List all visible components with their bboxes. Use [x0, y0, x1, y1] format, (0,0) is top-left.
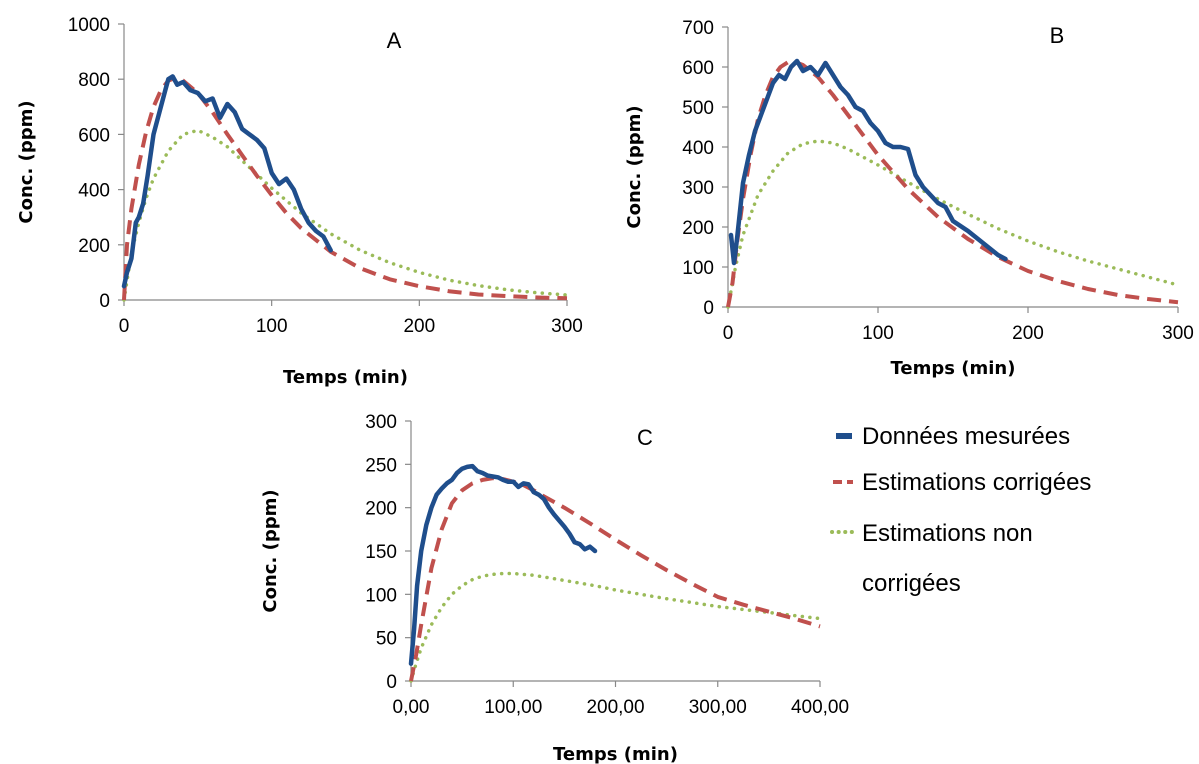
legend-label-uncorrected-line2: corrigées [862, 570, 961, 597]
panel-c-label: C [637, 425, 653, 450]
panel-a-y-tick-label: 200 [78, 236, 110, 257]
panel-c-y-tick-label: 300 [365, 412, 397, 433]
panel-b-series-uncorrected [726, 139, 1180, 309]
panel-a-series-measured [121, 74, 333, 289]
panel-c-y-tick-label: 50 [376, 629, 397, 650]
panel-c-y-tick-label: 150 [365, 542, 397, 563]
panel-b-x-tick-label: 100 [862, 323, 894, 344]
panel-a-x-axis-title: Temps (min) [283, 367, 408, 388]
panel-a-x-tick-label: 200 [403, 316, 435, 337]
panel-a-y-tick-label: 400 [78, 181, 110, 202]
panel-a-series-corrected [122, 75, 568, 301]
panel-a: 0 200 400 600 800 1000 0 100 200 300 Conc. (ppm) Te… [16, 15, 583, 388]
panel-a-x-tick-label: 300 [551, 316, 583, 337]
panel-c-y-tick-label: 0 [386, 672, 397, 693]
panel-c-x-tick-label: 0,00 [393, 697, 430, 718]
panel-a-x-tick-label: 0 [119, 316, 130, 337]
panel-c-x-tick-label: 300,00 [689, 697, 747, 718]
panel-a-series-uncorrected [122, 128, 569, 302]
panel-a-y-tick-label: 1000 [68, 15, 110, 36]
panel-a-y-tick-label: 0 [99, 291, 110, 312]
panel-c-x-tick-label: 400,00 [791, 697, 849, 718]
panel-b-series-corrected [726, 60, 1179, 308]
panel-b-y-tick-label: 100 [682, 258, 714, 279]
panel-b-y-tick-label: 400 [682, 138, 714, 159]
panel-b-y-tick-label: 700 [682, 18, 714, 39]
panel-b-label: B [1050, 23, 1065, 48]
panel-b-x-tick-label: 200 [1012, 323, 1044, 344]
panel-c-y-tick-label: 250 [365, 455, 397, 476]
panel-c-x-tick-label: 100,00 [484, 697, 542, 718]
panel-b-series-measured [728, 58, 1008, 266]
panel-b-y-tick-label: 200 [682, 218, 714, 239]
legend: Données mesurées Estimations corrigées E… [830, 423, 1091, 597]
panel-c-y-tick-label: 200 [365, 499, 397, 520]
panel-b-x-axis-title: Temps (min) [891, 358, 1016, 379]
panel-a-label: A [387, 28, 402, 53]
panel-c-x-tick-label: 200,00 [586, 697, 644, 718]
panel-b-y-axis-title: Conc. (ppm) [624, 105, 645, 228]
panel-c-y-axis-title: Conc. (ppm) [260, 489, 281, 612]
panel-b-y-tick-label: 600 [682, 58, 714, 79]
panel-c-series-measured [408, 463, 598, 666]
panel-b-y-tick-label: 0 [703, 298, 714, 319]
panel-b-y-tick-label: 300 [682, 178, 714, 199]
panel-c-x-axis-title: Temps (min) [553, 744, 678, 764]
panel-a-y-tick-label: 800 [78, 70, 110, 91]
panel-c-series-uncorrected [409, 571, 822, 683]
panel-b: 0 100 200 300 400 500 600 700 0 100 200 300 Conc. (p… [624, 18, 1194, 379]
panel-b-x-tick-label: 0 [723, 323, 734, 344]
panel-a-y-tick-label: 600 [78, 125, 110, 146]
panel-a-x-tick-label: 100 [256, 316, 288, 337]
legend-label-corrected: Estimations corrigées [862, 469, 1091, 496]
panel-a-y-axis-title: Conc. (ppm) [16, 100, 37, 223]
panel-c-y-tick-label: 100 [365, 585, 397, 606]
panel-b-x-tick-label: 300 [1162, 323, 1194, 344]
legend-label-measured: Données mesurées [862, 423, 1070, 450]
panel-c: 0 50 100 150 200 250 300 0,00 100,00 200,00 300,00… [260, 412, 849, 764]
panel-b-y-tick-label: 500 [682, 98, 714, 119]
legend-label-uncorrected: Estimations non [862, 520, 1033, 547]
